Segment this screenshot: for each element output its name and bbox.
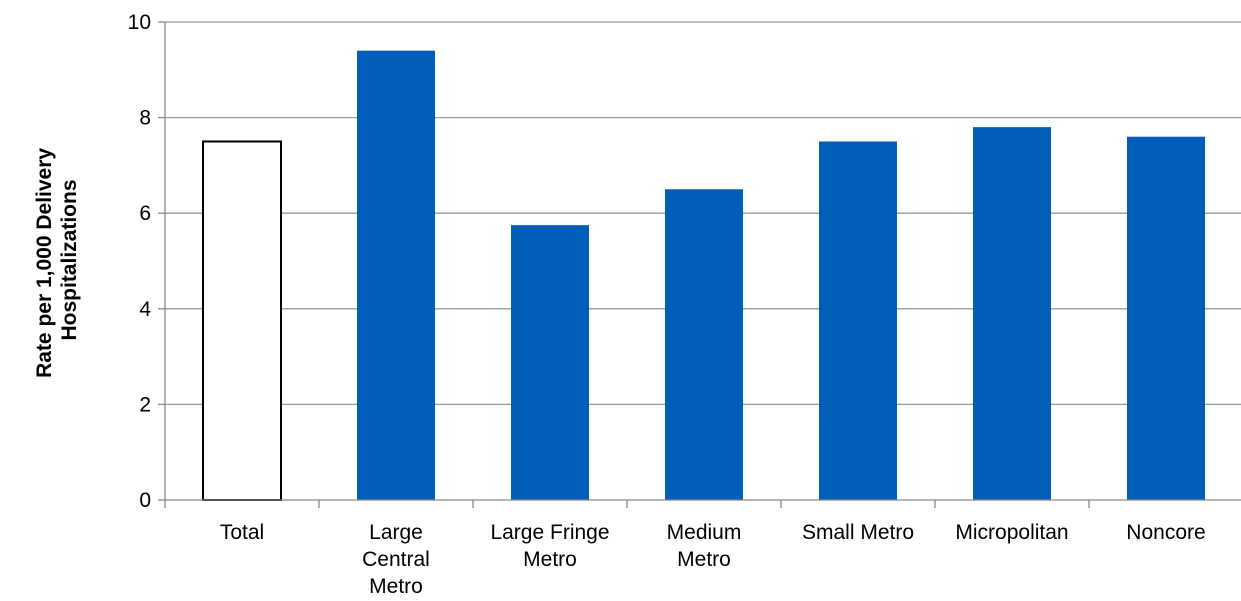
x-category-label-line: Total [220,521,264,544]
x-category-label-line: Metro [523,548,577,571]
bar [357,50,435,501]
y-tick-label: 10 [128,11,151,34]
x-category-label: Total [220,521,264,544]
axes [158,21,1241,508]
x-category-label: Medium Metro [667,521,742,571]
bar [511,225,589,500]
bar [1127,136,1205,500]
bar [973,127,1051,500]
y-tick-label: 0 [139,489,151,512]
x-category-label-line: Metro [369,575,423,598]
x-category-label: Large Central Metro [362,521,430,598]
x-category-label: Small Metro [802,521,914,544]
x-category-label-line: Large Fringe [490,521,609,544]
y-axis-title: Rate per 1,000 Delivery Hospitalizations [33,142,81,378]
y-axis-title-line-2: Hospitalizations [58,179,81,340]
y-tick-label: 4 [139,298,151,321]
y-tick-label: 8 [139,107,151,130]
x-category-label: Noncore [1126,521,1205,544]
y-tick-label: 2 [139,393,151,416]
x-category-label-line: Large [369,521,423,544]
bar [819,141,897,500]
y-tick-label: 6 [139,202,151,225]
bar [202,140,282,501]
bars [202,50,1205,501]
x-category-label-line: Medium [667,521,742,544]
x-category-label-line: Central [362,548,430,571]
bar [665,189,743,501]
y-axis-title-line-1: Rate per 1,000 Delivery [33,148,56,378]
x-category-label: Large Fringe Metro [490,521,609,571]
x-category-label-line: Micropolitan [955,521,1068,544]
y-tick-labels: 0 2 4 6 8 10 [128,11,152,512]
x-category-label-line: Noncore [1126,521,1205,544]
x-category-label: Micropolitan [955,521,1068,544]
x-category-label-line: Metro [677,548,731,571]
x-category-label-line: Small Metro [802,521,914,544]
